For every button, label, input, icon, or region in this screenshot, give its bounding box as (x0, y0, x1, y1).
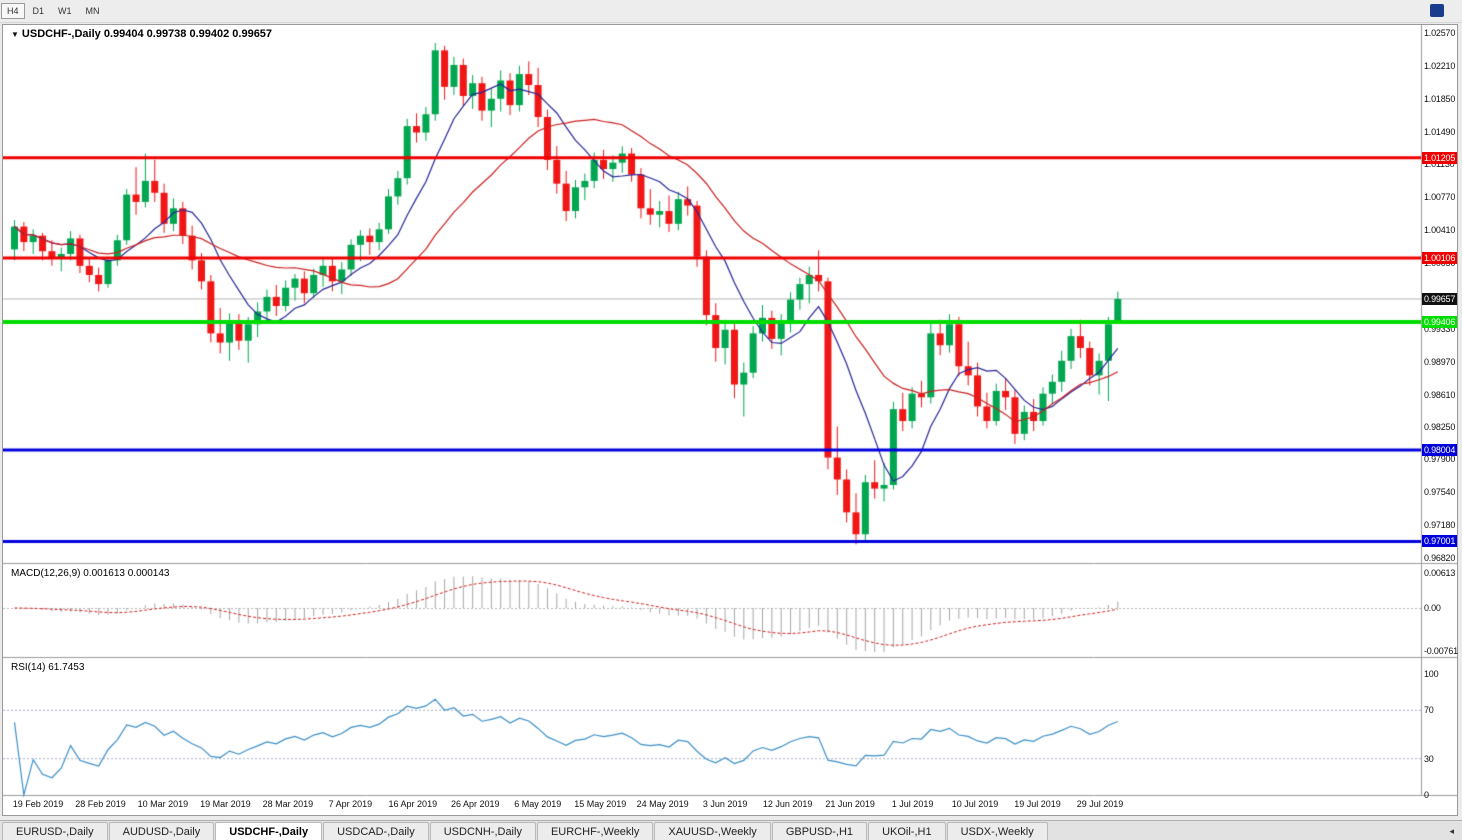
date-label: 10 Jul 2019 (951, 799, 999, 809)
timeframe-button-w1[interactable]: W1 (58, 6, 72, 16)
rsi-axis-label: 70 (1424, 705, 1434, 716)
date-label: 12 Jun 2019 (762, 799, 813, 809)
hline-price-tag: 1.00106 (1422, 251, 1457, 264)
chart-ohlc-label: 0.99404 0.99738 0.99402 0.99657 (103, 28, 273, 40)
date-label: 24 May 2019 (636, 799, 689, 809)
price-axis-label: 0.98610 (1424, 389, 1456, 400)
chart-tabs: EURUSD-,Daily AUDUSD-,Daily USDCHF-,Daily U… (2, 822, 1049, 840)
price-axis-label: 0.98250 (1424, 422, 1456, 433)
chart-area: ▼ USDCHF-,Daily 0.99404 0.99738 0.99402 0… (2, 24, 1458, 816)
tab-usdcnh-daily[interactable]: USDCNH-,Daily (429, 822, 536, 840)
price-axis-label: 0.98970 (1424, 356, 1456, 367)
timeframe-button-mn[interactable]: MN (85, 6, 100, 16)
price-chart-canvas[interactable] (3, 25, 1457, 815)
price-axis-label: 1.01490 (1424, 126, 1456, 137)
price-axis-label: 1.00410 (1424, 225, 1456, 236)
rsi-axis-label: 30 (1424, 753, 1434, 764)
price-axis-label: 1.02570 (1424, 28, 1456, 38)
timeframe-button-d1[interactable]: D1 (32, 6, 45, 16)
date-label: 28 Feb 2019 (75, 799, 126, 809)
date-label: 19 Feb 2019 (12, 799, 64, 809)
window-icon[interactable] (1430, 4, 1444, 17)
tab-ukoil-h1[interactable]: UKOil-,H1 (868, 822, 946, 840)
chart-menu-triangle-icon[interactable]: ▼ (11, 30, 19, 39)
date-label: 1 Jul 2019 (891, 799, 934, 809)
price-axis-label: 0.96820 (1424, 552, 1456, 563)
macd-axis-label: 0.00613 (1424, 568, 1456, 578)
date-label: 19 Jul 2019 (1014, 799, 1061, 809)
date-label: 28 Mar 2019 (262, 799, 314, 809)
date-label: 29 Jul 2019 (1076, 799, 1124, 809)
chart-tab-bar: EURUSD-,Daily AUDUSD-,Daily USDCHF-,Daily U… (0, 820, 1462, 840)
timeframe-buttons: H4 D1 W1 MN (0, 1, 107, 19)
tab-audusd-daily[interactable]: AUDUSD-,Daily (108, 822, 215, 840)
date-label: 21 Jun 2019 (825, 799, 875, 809)
macd-title: MACD(12,26,9) 0.001613 0.000143 (11, 568, 169, 579)
date-label: 19 Mar 2019 (200, 799, 251, 809)
price-axis-label: 1.01130 (1424, 159, 1455, 170)
price-axis-label: 0.97540 (1424, 487, 1456, 498)
date-label: 15 May 2019 (574, 799, 627, 809)
price-axis-label: 0.97900 (1424, 454, 1456, 465)
price-axis-label: 0.99330 (1424, 323, 1456, 334)
hline-price-tag: 0.98004 (1422, 443, 1457, 456)
date-label: 26 Apr 2019 (451, 799, 500, 809)
timeframe-toolbar: H4 D1 W1 MN (0, 0, 1462, 23)
tab-usdx-weekly[interactable]: USDX-,Weekly (946, 822, 1048, 840)
date-label: 6 May 2019 (514, 799, 562, 809)
date-label: 3 Jun 2019 (702, 799, 748, 809)
tab-usdchf-daily[interactable]: USDCHF-,Daily (215, 822, 323, 840)
macd-name-label: MACD(12,26,9) (11, 568, 81, 579)
price-axis-label: 1.00770 (1424, 192, 1456, 203)
hline-price-tag: 0.99406 (1422, 315, 1457, 328)
current-price-tag: 0.99657 (1422, 292, 1457, 305)
timeframe-button-h4[interactable]: H4 (1, 3, 25, 19)
macd-axis-label: 0.00 (1424, 603, 1441, 613)
tab-eurusd-daily[interactable]: EURUSD-,Daily (2, 822, 108, 840)
macd-values-label: 0.001613 0.000143 (83, 568, 170, 579)
tab-scroll-left-icon[interactable]: ◂ (1449, 826, 1454, 836)
macd-axis-label: -0.00761 (1424, 646, 1458, 657)
price-axis-label: 1.02210 (1424, 60, 1456, 71)
hline-price-tag: 0.97001 (1422, 535, 1457, 548)
price-axis-label: 0.97180 (1424, 520, 1456, 531)
hline-price-tag: 1.01205 (1422, 151, 1457, 164)
tab-xauusd-weekly[interactable]: XAUUSD-,Weekly (654, 822, 771, 840)
chart-title: ▼ USDCHF-,Daily 0.99404 0.99738 0.99402 0… (11, 28, 272, 40)
tab-eurchf-weekly[interactable]: EURCHF-,Weekly (536, 822, 654, 840)
rsi-value-label: 61.7453 (48, 662, 85, 673)
tab-usdcad-daily[interactable]: USDCAD-,Daily (323, 822, 429, 840)
date-label: 16 Apr 2019 (388, 799, 438, 809)
rsi-name-label: RSI(14) (11, 662, 46, 673)
date-label: 10 Mar 2019 (137, 799, 189, 809)
rsi-axis-label: 0 (1424, 790, 1429, 800)
rsi-axis-label: 100 (1424, 669, 1439, 679)
price-axis-label: 1.01850 (1424, 93, 1456, 104)
rsi-title: RSI(14) 61.7453 (11, 662, 84, 673)
chart-symbol-label: USDCHF-,Daily (21, 28, 101, 40)
tab-gbpusd-h1[interactable]: GBPUSD-,H1 (771, 822, 868, 840)
date-label: 7 Apr 2019 (328, 799, 373, 809)
